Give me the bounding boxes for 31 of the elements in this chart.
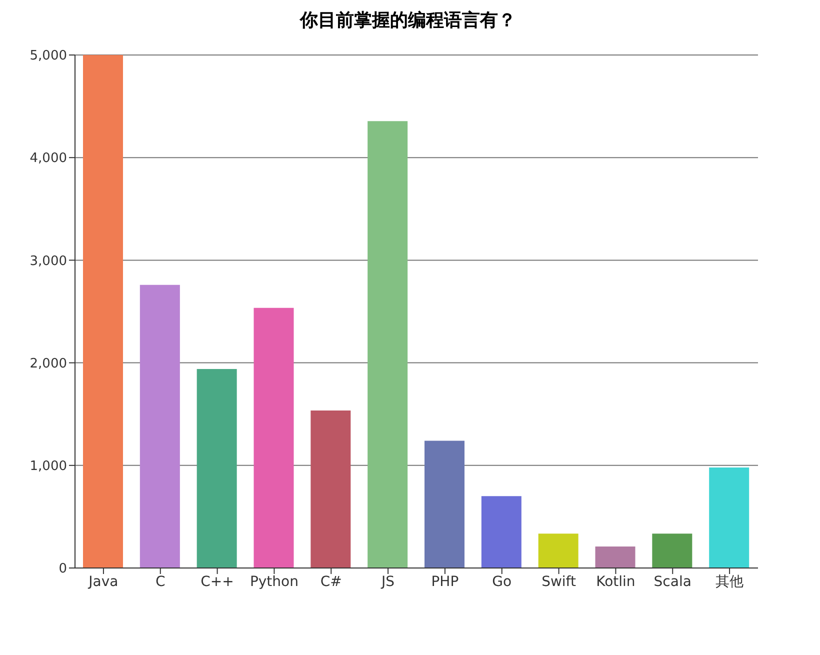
bar [140,284,180,568]
chart-title: 你目前掌握的编程语言有？ [298,9,517,33]
x-tick-label: C++ [200,574,234,590]
bar [481,496,522,568]
bar [196,368,237,568]
x-tick-label: Scala [654,574,692,590]
bar [254,308,294,568]
bar [538,534,578,568]
x-tick-label: Kotlin [596,574,636,590]
y-tick-label: 5,000 [30,48,67,64]
x-tick-label: Go [492,574,512,590]
y-tick-label: 0 [58,562,67,577]
x-tick-label: C [155,574,166,590]
bar [368,121,408,568]
bar [83,55,123,568]
bar [652,534,692,568]
y-tick-label: 4,000 [30,151,67,166]
y-tick-label: 1,000 [30,459,67,474]
x-tick-label: Java [88,574,118,590]
bar [595,546,636,568]
bar [709,467,750,568]
x-tick-label: 其他 [716,574,744,590]
x-tick-label: Swift [542,574,576,590]
bar [310,410,351,568]
x-tick-label: PHP [431,574,459,590]
x-tick-label: JS [380,574,395,590]
x-tick-label: C# [320,574,342,590]
bar [424,440,464,568]
y-tick-label: 2,000 [30,356,67,372]
y-tick-label: 3,000 [30,254,67,269]
x-tick-label: Python [250,574,298,590]
